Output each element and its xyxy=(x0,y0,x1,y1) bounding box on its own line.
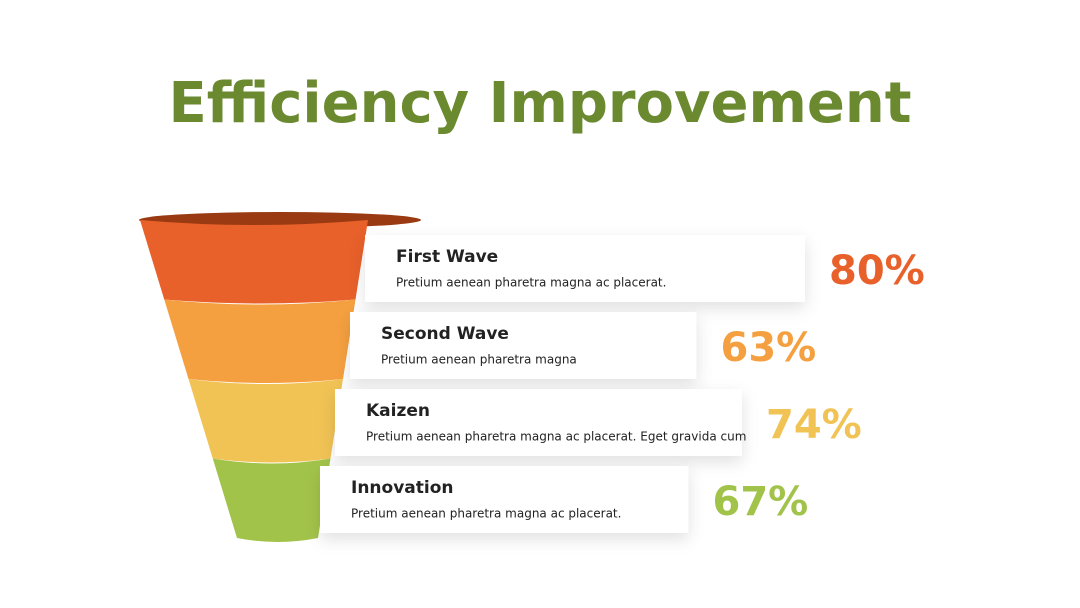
step-description: Pretium aenean pharetra magna xyxy=(381,353,577,367)
value-label: 67% xyxy=(713,479,809,525)
value-label: 80% xyxy=(829,248,925,294)
step-title: Innovation xyxy=(351,478,454,498)
bar xyxy=(320,466,689,533)
bar xyxy=(365,235,805,302)
chart-title: Efficiency Improvement xyxy=(169,71,912,136)
step-description: Pretium aenean pharetra magna ac placera… xyxy=(366,430,746,444)
step-description: Pretium aenean pharetra magna ac placera… xyxy=(351,507,621,521)
value-label: 63% xyxy=(721,325,817,371)
bar xyxy=(350,312,697,379)
step-description: Pretium aenean pharetra magna ac placera… xyxy=(396,276,666,290)
funnel-segment xyxy=(212,458,331,542)
funnel-segment xyxy=(164,299,356,383)
bar xyxy=(335,389,742,456)
step-title: Second Wave xyxy=(381,324,509,344)
funnel-segment xyxy=(188,379,343,463)
step-title: First Wave xyxy=(396,247,498,267)
funnel-segment xyxy=(140,220,368,304)
step-title: Kaizen xyxy=(366,401,430,421)
value-label: 74% xyxy=(766,402,862,448)
